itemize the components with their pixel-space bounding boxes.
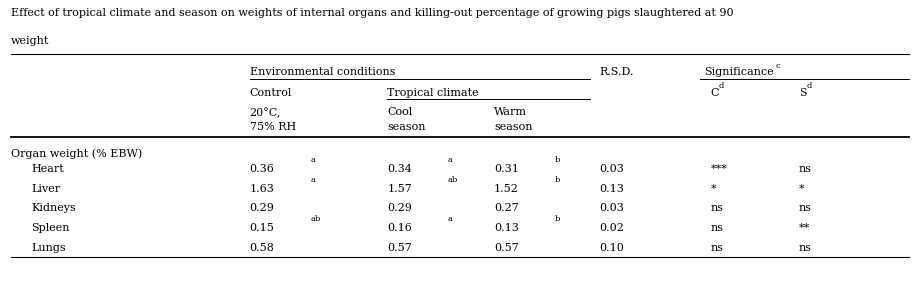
Text: ns: ns [799,243,812,253]
Text: a: a [310,176,315,184]
Text: 20°C,: 20°C, [250,107,281,118]
Text: 0.36: 0.36 [250,164,274,174]
Text: Effect of tropical climate and season on weights of internal organs and killing-: Effect of tropical climate and season on… [11,8,733,18]
Text: ab: ab [448,176,458,184]
Text: 0.16: 0.16 [387,223,412,233]
Text: b: b [554,176,560,184]
Text: **: ** [799,223,810,233]
Text: a: a [448,215,453,223]
Text: a: a [448,156,453,164]
Text: season: season [494,122,532,132]
Text: d: d [719,82,724,90]
Text: ***: *** [711,164,727,174]
Text: Environmental conditions: Environmental conditions [250,67,395,77]
Text: *: * [711,184,716,194]
Text: 0.29: 0.29 [250,203,274,213]
Text: b: b [554,156,560,164]
Text: Cool: Cool [387,107,413,117]
Text: Lungs: Lungs [31,243,66,253]
Text: 0.13: 0.13 [494,223,519,233]
Text: 0.57: 0.57 [494,243,519,253]
Text: b: b [554,215,560,223]
Text: C: C [711,88,719,98]
Text: Heart: Heart [31,164,64,174]
Text: a: a [310,156,315,164]
Text: 0.27: 0.27 [494,203,519,213]
Text: 1.52: 1.52 [494,184,519,194]
Text: ns: ns [711,243,723,253]
Text: ns: ns [711,223,723,233]
Text: 0.03: 0.03 [599,164,624,174]
Text: Kidneys: Kidneys [31,203,76,213]
Text: ns: ns [711,203,723,213]
Text: 0.15: 0.15 [250,223,274,233]
Text: d: d [807,82,812,90]
Text: 0.03: 0.03 [599,203,624,213]
Text: 1.63: 1.63 [250,184,274,194]
Text: 1.57: 1.57 [387,184,412,194]
Text: Significance: Significance [704,67,774,77]
Text: Tropical climate: Tropical climate [387,88,479,98]
Text: S: S [799,88,806,98]
Text: 0.34: 0.34 [387,164,412,174]
Text: Organ weight (% EBW): Organ weight (% EBW) [11,148,142,159]
Text: 0.58: 0.58 [250,243,274,253]
Text: R.S.D.: R.S.D. [599,67,634,77]
Text: 0.10: 0.10 [599,243,624,253]
Text: 0.29: 0.29 [387,203,412,213]
Text: 0.57: 0.57 [387,243,412,253]
Text: ns: ns [799,164,812,174]
Text: *: * [799,184,804,194]
Text: 0.13: 0.13 [599,184,624,194]
Text: c: c [775,62,780,69]
Text: weight: weight [11,36,50,46]
Text: Warm: Warm [494,107,527,117]
Text: 0.02: 0.02 [599,223,624,233]
Text: Liver: Liver [31,184,61,194]
Text: season: season [387,122,426,132]
Text: Spleen: Spleen [31,223,70,233]
Text: 75% RH: 75% RH [250,122,296,132]
Text: Control: Control [250,88,292,98]
Text: 0.31: 0.31 [494,164,519,174]
Text: ab: ab [310,215,320,223]
Text: ns: ns [799,203,812,213]
